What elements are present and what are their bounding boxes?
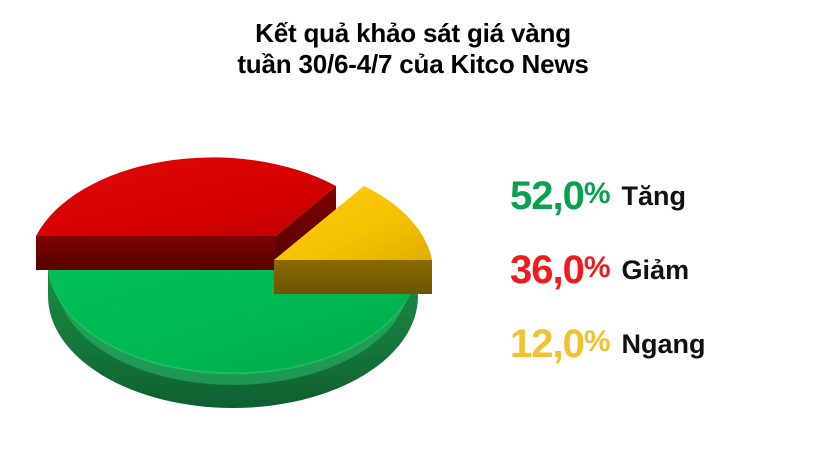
pie-slice-giam-top	[36, 157, 336, 236]
pie-chart-svg	[36, 157, 432, 408]
page-title: Kết quả khảo sát giá vàng tuần 30/6-4/7 …	[0, 18, 826, 80]
page-title-line-1: Kết quả khảo sát giá vàng	[255, 18, 571, 48]
legend-item-giam[interactable]: 36,0% Giảm	[510, 246, 820, 320]
legend-value-giam: 36,0%	[510, 246, 611, 292]
page-title-line-2: tuần 30/6-4/7 của Kitco News	[237, 49, 589, 79]
legend-value-ngang-number: 12,0	[510, 322, 585, 366]
legend: 52,0% Tăng 36,0% Giảm 12,0% Ngang	[510, 172, 820, 394]
legend-item-ngang[interactable]: 12,0% Ngang	[510, 320, 820, 394]
legend-label-tang: Tăng	[621, 181, 687, 211]
percent-sign-icon: %	[583, 177, 611, 210]
legend-value-giam-number: 36,0	[510, 248, 585, 292]
pie-slice-ngang-side	[274, 260, 432, 294]
pie-slice-tang-highlight	[60, 300, 406, 385]
legend-value-tang: 52,0%	[510, 172, 611, 218]
legend-value-tang-number: 52,0	[510, 174, 585, 218]
pie-slice-giam-side-left	[36, 236, 276, 270]
pie-slice-ngang[interactable]	[274, 186, 432, 294]
legend-label-giam: Giảm	[621, 255, 690, 285]
pie-chart	[20, 100, 470, 472]
pie-slice-ngang-top	[274, 186, 432, 260]
legend-label-ngang: Ngang	[621, 329, 706, 359]
legend-value-ngang: 12,0%	[510, 320, 611, 366]
legend-item-tang[interactable]: 52,0% Tăng	[510, 172, 820, 246]
pie-slice-tang-side	[48, 262, 418, 408]
percent-sign-icon: %	[583, 251, 611, 284]
percent-sign-icon: %	[583, 325, 611, 358]
